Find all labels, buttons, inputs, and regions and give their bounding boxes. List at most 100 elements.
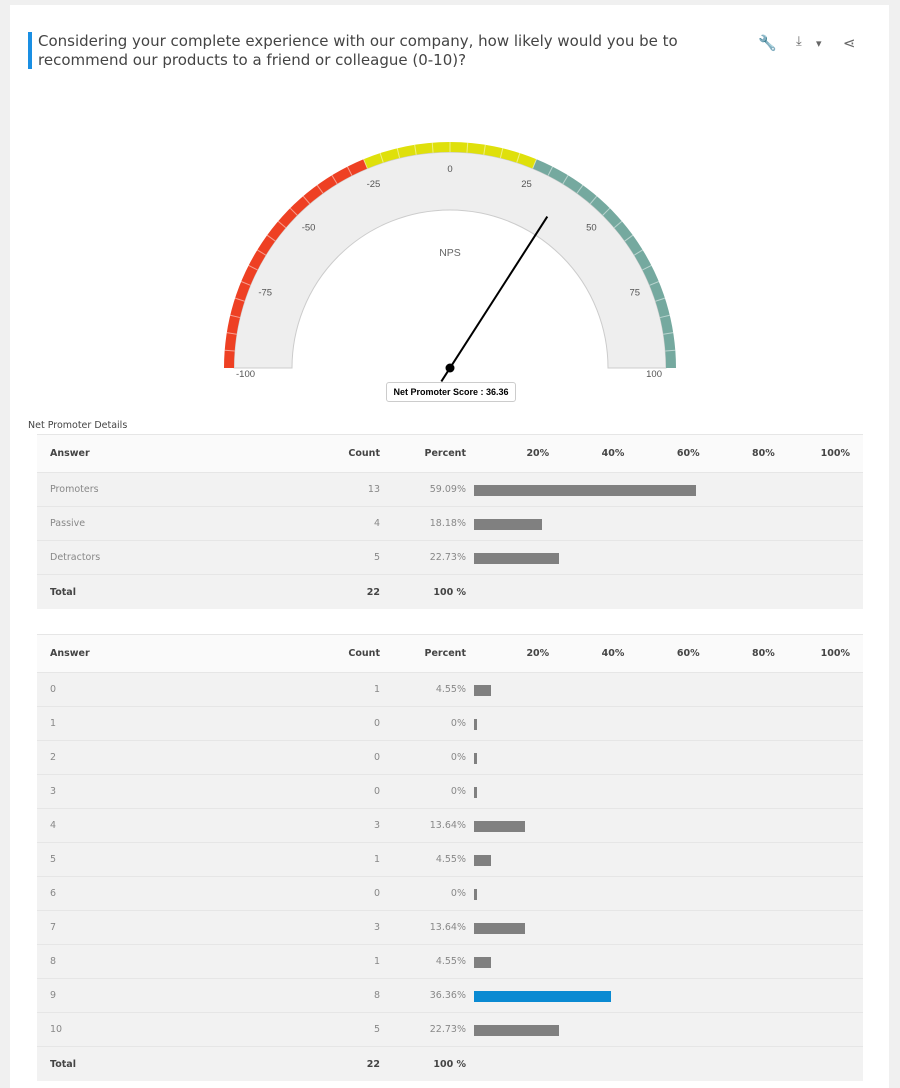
percent-bar <box>474 854 492 866</box>
percent-cell: 59.09% <box>429 484 466 495</box>
table-row: 6 0 0% <box>37 877 863 911</box>
percent-bar <box>474 552 560 564</box>
gauge-minor-tick <box>466 142 469 153</box>
gauge-minor-tick <box>589 195 598 205</box>
answer-cell: 6 <box>50 888 57 899</box>
gauge-minor-tick <box>633 249 643 256</box>
answer-cell: 5 <box>50 854 57 865</box>
count-cell: 0 <box>373 786 380 797</box>
table-row: Detractors 5 22.73% <box>37 541 863 575</box>
percent-cell: 0% <box>450 718 466 729</box>
count-cell: 1 <box>373 684 380 695</box>
answer-cell: 7 <box>50 922 57 933</box>
percent-bar <box>474 718 477 730</box>
gauge-band-1 <box>363 142 537 169</box>
gauge-minor-tick <box>576 184 584 194</box>
percent-cell: 22.73% <box>429 552 466 563</box>
percent-cell: 13.64% <box>429 820 466 831</box>
gauge-tick-label: -75 <box>258 287 272 298</box>
gauge-minor-tick <box>665 349 676 352</box>
wrench-icon[interactable]: 🔧 <box>758 34 777 52</box>
gauge-minor-tick <box>414 144 417 155</box>
download-icon[interactable]: ⤓ <box>796 34 802 49</box>
scale-label: 60% <box>676 448 700 459</box>
gauge-label: NPS <box>439 247 461 259</box>
distribution-table: Answer Count Percent 20% 40% 60% 80% 100% 0 1… <box>37 634 863 1081</box>
gauge-minor-tick <box>663 332 674 335</box>
gauge-minor-tick <box>659 314 670 319</box>
gauge-tick-label: -50 <box>302 223 316 234</box>
percent-bar <box>474 518 543 530</box>
gauge-minor-tick <box>624 234 634 242</box>
chevron-down-icon[interactable]: ▾ <box>816 37 822 50</box>
total-row: Total 22 100 % <box>37 1047 863 1081</box>
gauge-minor-tick <box>289 207 298 216</box>
header-percent: Percent <box>424 448 466 459</box>
gauge-minor-tick <box>302 195 311 205</box>
gauge-minor-tick <box>248 264 258 271</box>
answer-cell: 4 <box>50 820 57 831</box>
gauge-minor-tick <box>613 220 623 229</box>
count-cell: 3 <box>373 922 380 933</box>
gauge-tick-label: 100 <box>646 369 662 380</box>
gauge-minor-tick <box>379 152 384 163</box>
gauge-tick-label: 0 <box>447 164 452 175</box>
scale-label: 60% <box>676 648 700 659</box>
count-cell: 5 <box>373 1024 380 1035</box>
percent-cell: 18.18% <box>429 518 466 529</box>
gauge-tick-label: 50 <box>586 223 597 234</box>
percent-bar <box>474 820 526 832</box>
scale-label: 20% <box>526 448 550 459</box>
gauge-minor-tick <box>363 159 368 169</box>
total-label: Total <box>50 1058 76 1070</box>
table-header: Answer Count Percent 20% 40% 60% 80% 100% <box>37 434 863 473</box>
percent-bar <box>474 888 477 900</box>
percent-cell: 22.73% <box>429 1024 466 1035</box>
gauge-minor-tick <box>396 148 401 159</box>
gauge-minor-tick <box>516 152 521 163</box>
gauge-minor-tick <box>241 281 251 286</box>
header-percent: Percent <box>424 648 466 659</box>
gauge-band-2 <box>532 159 676 368</box>
scale-label: 80% <box>752 648 775 659</box>
total-percent: 100 % <box>433 586 466 598</box>
answer-cell: Passive <box>50 518 86 529</box>
gauge-minor-tick <box>547 166 554 176</box>
percent-cell: 0% <box>450 888 466 899</box>
table-header: Answer Count Percent 20% 40% 60% 80% 100% <box>37 634 863 673</box>
percent-cell: 0% <box>450 786 466 797</box>
gauge-minor-tick <box>642 264 652 271</box>
count-cell: 3 <box>373 820 380 831</box>
gauge-minor-tick <box>655 297 666 302</box>
percent-cell: 4.55% <box>435 854 466 865</box>
answer-cell: 2 <box>50 752 57 763</box>
total-label: Total <box>50 586 76 598</box>
gauge-minor-tick <box>266 234 276 242</box>
count-cell: 0 <box>373 718 380 729</box>
table-row: 5 1 4.55% <box>37 843 863 877</box>
table-row: 9 8 36.36% <box>37 979 863 1013</box>
percent-bar <box>474 684 492 696</box>
header-count: Count <box>348 648 380 659</box>
count-cell: 4 <box>373 518 380 529</box>
nps-gauge: -100 -75 -50 -25 0 25 50 75 100 NPS <box>224 142 676 383</box>
gauge-minor-tick <box>499 148 504 159</box>
gauge-tick-label: 75 <box>629 287 640 298</box>
gauge-minor-tick <box>226 332 237 335</box>
percent-cell: 36.36% <box>429 990 466 1001</box>
gauge-tick-label: -100 <box>236 369 255 380</box>
answer-cell: 10 <box>50 1024 63 1035</box>
share-icon[interactable]: ⋖ <box>843 34 856 52</box>
percent-cell: 13.64% <box>429 922 466 933</box>
gauge-minor-tick <box>234 297 245 302</box>
scale-label: 100% <box>820 448 850 459</box>
table-row: Passive 4 18.18% <box>37 507 863 541</box>
gauge-tick-label: 25 <box>521 179 532 190</box>
gauge-minor-tick <box>331 175 338 185</box>
answer-cell: 0 <box>50 684 57 695</box>
gauge-minor-tick <box>649 281 659 286</box>
total-count: 22 <box>366 1058 380 1070</box>
percent-cell: 0% <box>450 752 466 763</box>
count-cell: 0 <box>373 888 380 899</box>
scale-label: 80% <box>752 448 775 459</box>
